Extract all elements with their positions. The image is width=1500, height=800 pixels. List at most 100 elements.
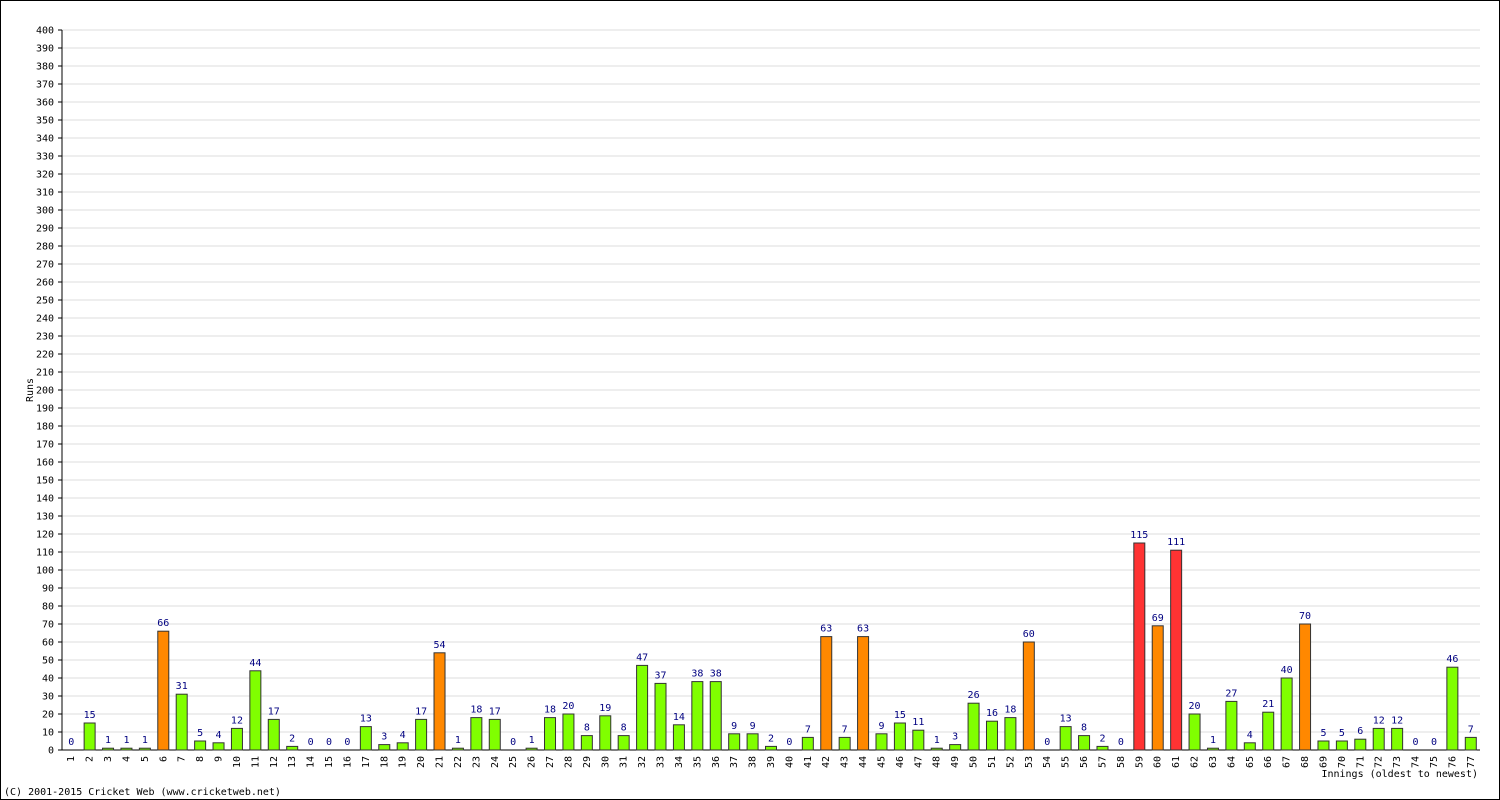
- bar: [599, 715, 612, 751]
- value-label: 0: [510, 737, 516, 748]
- value-label: 15: [84, 710, 96, 721]
- bar: [157, 630, 170, 751]
- value-label: 7: [842, 724, 848, 735]
- value-label: 3: [952, 732, 958, 743]
- value-label: 40: [1281, 665, 1293, 676]
- y-tick-label: 160: [36, 458, 54, 469]
- value-label: 1: [123, 735, 129, 746]
- x-tick-label: 51: [987, 756, 998, 768]
- x-tick-label: 35: [692, 756, 703, 768]
- bar: [801, 736, 814, 751]
- x-tick-label: 43: [840, 756, 851, 768]
- value-label: 46: [1446, 654, 1458, 665]
- x-tick-label: 7: [177, 756, 188, 762]
- value-label: 44: [249, 658, 261, 669]
- value-label: 0: [1431, 737, 1437, 748]
- value-label: 1: [1210, 735, 1216, 746]
- x-tick-label: 25: [508, 756, 519, 768]
- y-tick-label: 120: [36, 530, 54, 541]
- bar: [875, 733, 888, 751]
- bar: [1372, 727, 1385, 751]
- bar: [120, 747, 133, 751]
- value-label: 9: [750, 721, 756, 732]
- bar: [1262, 711, 1275, 751]
- bar: [230, 727, 243, 751]
- x-tick-label: 49: [950, 756, 961, 768]
- value-label: 13: [1060, 714, 1072, 725]
- bar: [746, 733, 759, 751]
- bar: [396, 742, 409, 751]
- bar: [1446, 666, 1459, 751]
- y-tick-label: 210: [36, 368, 54, 379]
- value-label: 8: [621, 723, 627, 734]
- value-label: 18: [1004, 705, 1016, 716]
- value-label: 38: [710, 669, 722, 680]
- bar: [654, 682, 667, 751]
- value-label: 1: [529, 735, 535, 746]
- value-label: 12: [1391, 715, 1403, 726]
- value-label: 31: [176, 681, 188, 692]
- x-tick-label: 26: [527, 756, 538, 768]
- y-tick-label: 180: [36, 422, 54, 433]
- x-tick-label: 63: [1208, 756, 1219, 768]
- value-label: 0: [786, 737, 792, 748]
- value-label: 70: [1299, 611, 1311, 622]
- bar: [1059, 726, 1072, 751]
- value-label: 0: [1118, 737, 1124, 748]
- x-tick-label: 66: [1263, 756, 1274, 768]
- y-tick-label: 350: [36, 116, 54, 127]
- x-tick-label: 47: [913, 756, 924, 768]
- bar: [470, 717, 483, 751]
- value-label: 18: [470, 705, 482, 716]
- value-label: 37: [654, 670, 666, 681]
- value-label: 9: [878, 721, 884, 732]
- value-label: 17: [415, 706, 427, 717]
- value-label: 115: [1130, 530, 1148, 541]
- bar: [1299, 623, 1312, 751]
- x-tick-label: 58: [1116, 756, 1127, 768]
- y-tick-label: 390: [36, 44, 54, 55]
- x-tick-label: 8: [195, 756, 206, 762]
- value-label: 5: [1339, 728, 1345, 739]
- x-tick-label: 31: [619, 756, 630, 768]
- value-label: 16: [986, 708, 998, 719]
- x-tick-label: 15: [324, 756, 335, 768]
- x-tick-label: 12: [269, 756, 280, 768]
- value-label: 7: [805, 724, 811, 735]
- x-tick-label: 60: [1153, 756, 1164, 768]
- bar: [893, 722, 906, 751]
- x-tick-label: 76: [1447, 756, 1458, 768]
- value-label: 0: [1413, 737, 1419, 748]
- x-tick-label: 27: [545, 756, 556, 768]
- bar: [857, 636, 870, 751]
- y-tick-label: 330: [36, 152, 54, 163]
- x-tick-label: 17: [361, 756, 372, 768]
- y-tick-label: 260: [36, 278, 54, 289]
- x-tick-label: 64: [1226, 756, 1237, 768]
- y-tick-label: 80: [42, 602, 54, 613]
- value-label: 4: [216, 730, 222, 741]
- x-tick-label: 16: [342, 756, 353, 768]
- x-tick-label: 37: [729, 756, 740, 768]
- x-tick-label: 52: [1005, 756, 1016, 768]
- y-tick-label: 40: [42, 674, 54, 685]
- y-tick-label: 360: [36, 98, 54, 109]
- value-label: 15: [894, 710, 906, 721]
- bar: [267, 718, 280, 751]
- x-tick-label: 24: [490, 756, 501, 768]
- value-label: 66: [157, 618, 169, 629]
- x-tick-label: 73: [1392, 756, 1403, 768]
- y-tick-label: 250: [36, 296, 54, 307]
- y-tick-label: 100: [36, 566, 54, 577]
- y-tick-label: 380: [36, 62, 54, 73]
- value-label: 2: [768, 733, 774, 744]
- bar: [1464, 736, 1477, 751]
- value-label: 20: [1189, 701, 1201, 712]
- bar: [249, 670, 262, 751]
- x-tick-label: 9: [214, 756, 225, 762]
- x-tick-label: 41: [803, 756, 814, 768]
- value-label: 60: [1023, 629, 1035, 640]
- x-tick-label: 50: [969, 756, 980, 768]
